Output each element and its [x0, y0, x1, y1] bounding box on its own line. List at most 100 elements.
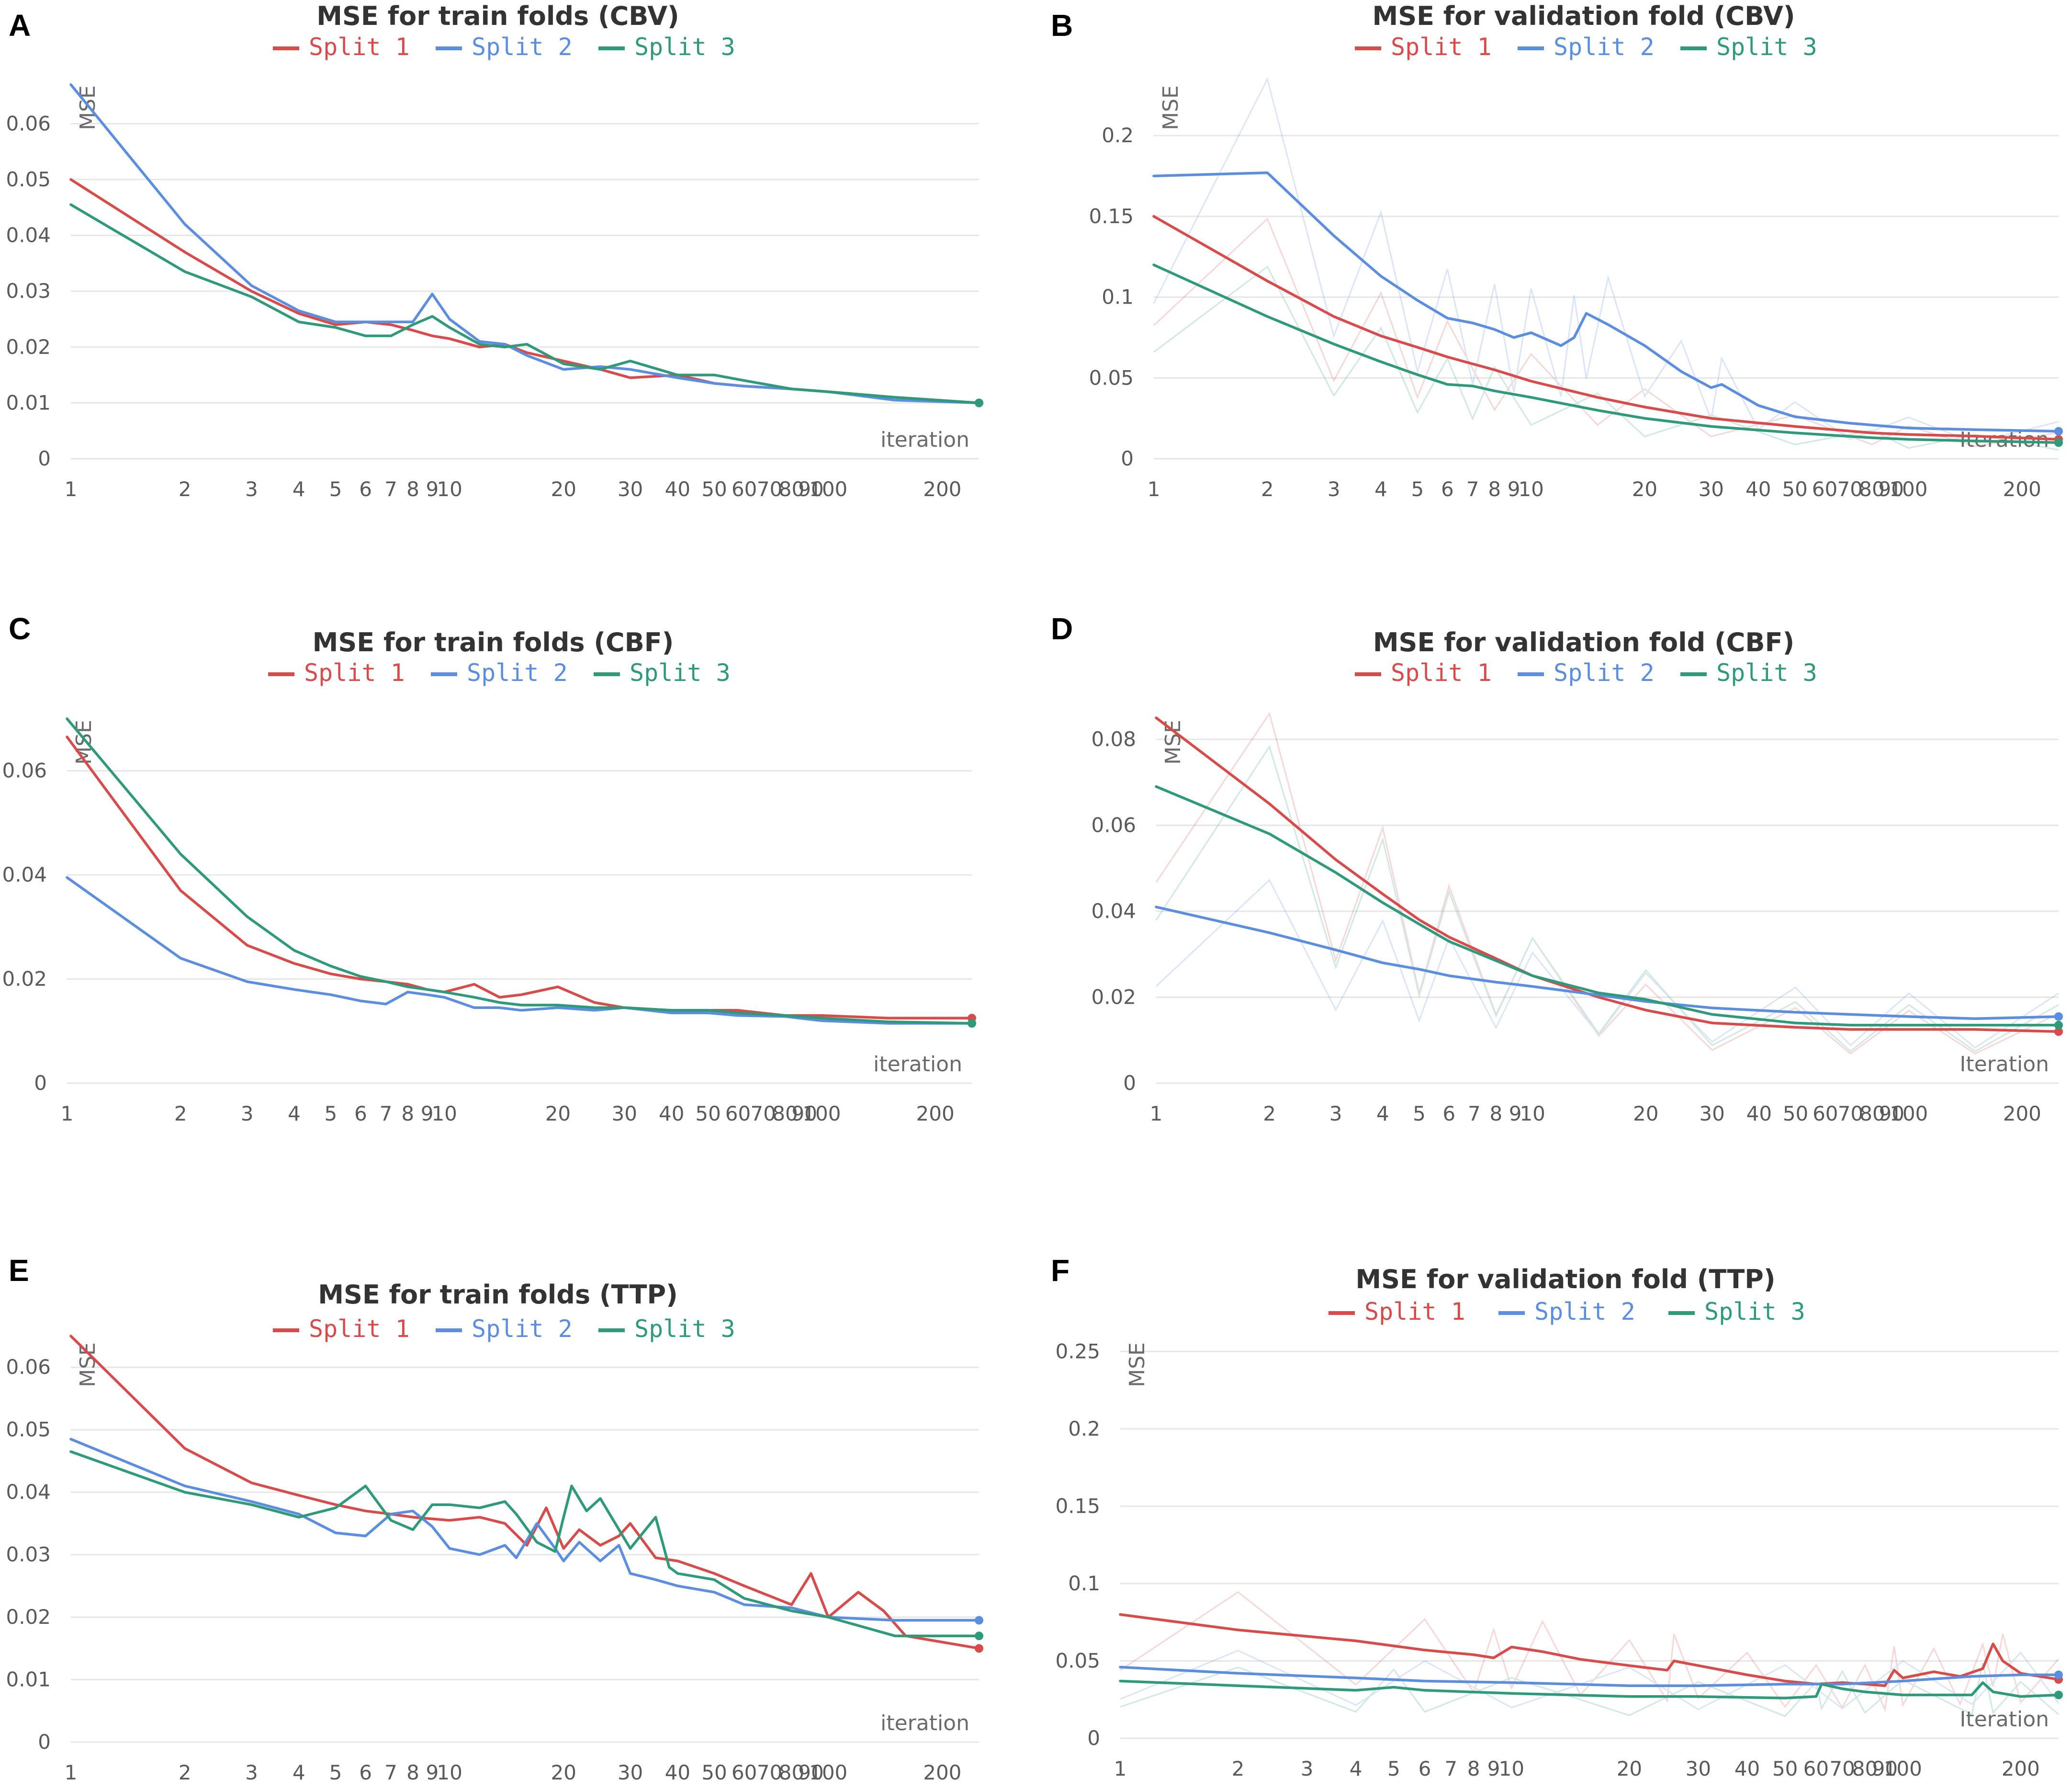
x-tick-label: 10 [1499, 1757, 1524, 1780]
raw-trace-split-2 [1155, 879, 2059, 1049]
x-tick-label: 80 [772, 1102, 798, 1125]
x-tick-label: 4 [1376, 1102, 1389, 1125]
legend-entry-split-1: Split 1 [304, 659, 405, 687]
panel-F: F MSE for validation fold (TTP)Split 1 Spl… [1051, 1253, 2063, 1780]
x-tick-label: 200 [923, 1761, 961, 1784]
panel-letter: D [1051, 612, 1073, 646]
x-tick-label: 90 [1879, 1102, 1904, 1125]
legend-entry-split-2: Split 2 [472, 1315, 573, 1343]
x-tick-label: 40 [1746, 1102, 1772, 1125]
series-line-split-1 [69, 1335, 980, 1650]
x-axis-label: iteration [873, 1052, 962, 1076]
x-tick-label: 40 [665, 477, 690, 501]
y-tick-label: 0 [34, 1071, 47, 1095]
y-tick-label: 0.02 [1091, 985, 1136, 1008]
y-axis: 0 0.01 0.02 0.03 0.04 0.05 0.06 [6, 112, 979, 470]
series-line-split-3 [66, 717, 973, 1025]
chart-title: MSE for validation fold (CBF) [1373, 627, 1794, 657]
x-tick-label: 6 [359, 477, 372, 501]
x-tick-label: 40 [659, 1102, 684, 1125]
x-tick-label: 4 [293, 477, 305, 501]
y-tick-label: 0.2 [1102, 124, 1134, 147]
x-tick-label: 2 [1261, 477, 1274, 501]
x-tick-label: 1 [65, 1761, 78, 1784]
series-group [1155, 716, 2063, 1036]
y-tick-label: 0 [1123, 1071, 1136, 1095]
x-tick-label: 50 [695, 1102, 721, 1125]
series-group [1152, 171, 2063, 447]
x-tick-label: 10 [1520, 1102, 1545, 1125]
legend: Split 1 Split 2 Split 3 [273, 1315, 735, 1343]
panel-letter: F [1051, 1253, 1070, 1288]
y-axis: 0 0.05 0.1 0.15 0.2 0.25 [1055, 1339, 2059, 1750]
panel-A: A MSE for train folds (CBV)Split 1 Split 2… [6, 1, 983, 501]
x-tick-label: 90 [798, 477, 823, 501]
x-tick-label: 200 [923, 477, 961, 501]
x-tick-label: 6 [1442, 1102, 1455, 1125]
y-tick-label: 0 [38, 447, 51, 470]
y-axis: 0 0.01 0.02 0.03 0.04 0.05 0.06 [6, 1355, 979, 1754]
x-tick-label: 80 [1859, 477, 1884, 501]
y-axis: 0 0.02 0.04 0.06 0.08 [1091, 727, 2059, 1095]
y-tick-label: 0.06 [6, 112, 51, 135]
panel-C: C MSE for train folds (CBF)Split 1 Split 2… [2, 612, 976, 1125]
y-axis-label: MSE [76, 85, 100, 130]
x-tick-label: 6 [354, 1102, 367, 1125]
x-tick-label: 3 [241, 1102, 254, 1125]
x-tick-label: 90 [798, 1761, 823, 1784]
x-tick-label: 1 [1150, 1102, 1163, 1125]
y-tick-label: 0.15 [1089, 204, 1134, 228]
legend-entry-split-3: Split 3 [634, 33, 735, 61]
series-line-split-2 [1152, 171, 2060, 433]
y-tick-label: 0.05 [1089, 366, 1134, 389]
x-tick-label: 90 [1879, 477, 1904, 501]
x-tick-label: 10 [1518, 477, 1543, 501]
x-tick-label: 7 [1466, 477, 1479, 501]
x-tick-label: 100 [1889, 477, 1927, 501]
x-tick-label: 3 [245, 1761, 258, 1784]
chart-title: MSE for validation fold (CBV) [1372, 1, 1795, 31]
x-tick-label: 90 [792, 1102, 817, 1125]
y-tick-label: 0.03 [6, 1543, 51, 1566]
end-point-split-2 [2054, 1012, 2063, 1021]
legend-entry-split-1: Split 1 [1364, 1298, 1465, 1326]
legend: Split 1 Split 2 Split 3 [1355, 659, 1817, 687]
x-tick-label: 20 [1633, 1102, 1658, 1125]
x-tick-label: 80 [779, 1761, 804, 1784]
legend-entry-split-1: Split 1 [309, 33, 410, 61]
x-tick-label: 80 [1859, 1102, 1885, 1125]
x-tick-label: 20 [1617, 1757, 1642, 1780]
y-tick-label: 0 [1087, 1726, 1100, 1750]
series-group [1119, 1613, 2063, 1699]
chart-title: MSE for train folds (TTP) [318, 1280, 678, 1310]
x-tick-label: 70 [757, 1761, 782, 1784]
raw-trace-split-2 [1120, 1650, 2060, 1711]
series-line-split-2 [66, 876, 973, 1025]
y-tick-label: 0.02 [6, 335, 51, 359]
x-tick-label: 7 [384, 1761, 397, 1784]
panel-letter: A [9, 8, 31, 43]
x-tick-label: 70 [1829, 1757, 1855, 1780]
series-group [69, 83, 983, 408]
y-tick-label: 0.06 [1091, 813, 1136, 837]
y-tick-label: 0.05 [1055, 1649, 1100, 1672]
x-tick-label: 50 [701, 477, 727, 501]
x-tick-label: 60 [1812, 477, 1837, 501]
x-tick-label: 100 [1890, 1102, 1928, 1125]
x-tick-label: 30 [612, 1102, 637, 1125]
y-tick-label: 0.1 [1102, 285, 1134, 309]
y-tick-label: 0.08 [1091, 727, 1136, 751]
raw-traces [1120, 1591, 2060, 1717]
y-tick-label: 0.05 [6, 1418, 51, 1441]
panel-letter: E [9, 1253, 29, 1288]
series-line-split-2 [69, 83, 980, 405]
y-tick-label: 0.04 [2, 863, 47, 886]
x-tick-label: 7 [1468, 1102, 1481, 1125]
x-tick-label: 200 [2002, 1757, 2040, 1780]
legend: Split 1 Split 2 Split 3 [1355, 33, 1817, 61]
x-tick-label: 5 [329, 1761, 342, 1784]
y-tick-label: 0.02 [2, 967, 47, 991]
y-tick-label: 0.04 [6, 224, 51, 247]
